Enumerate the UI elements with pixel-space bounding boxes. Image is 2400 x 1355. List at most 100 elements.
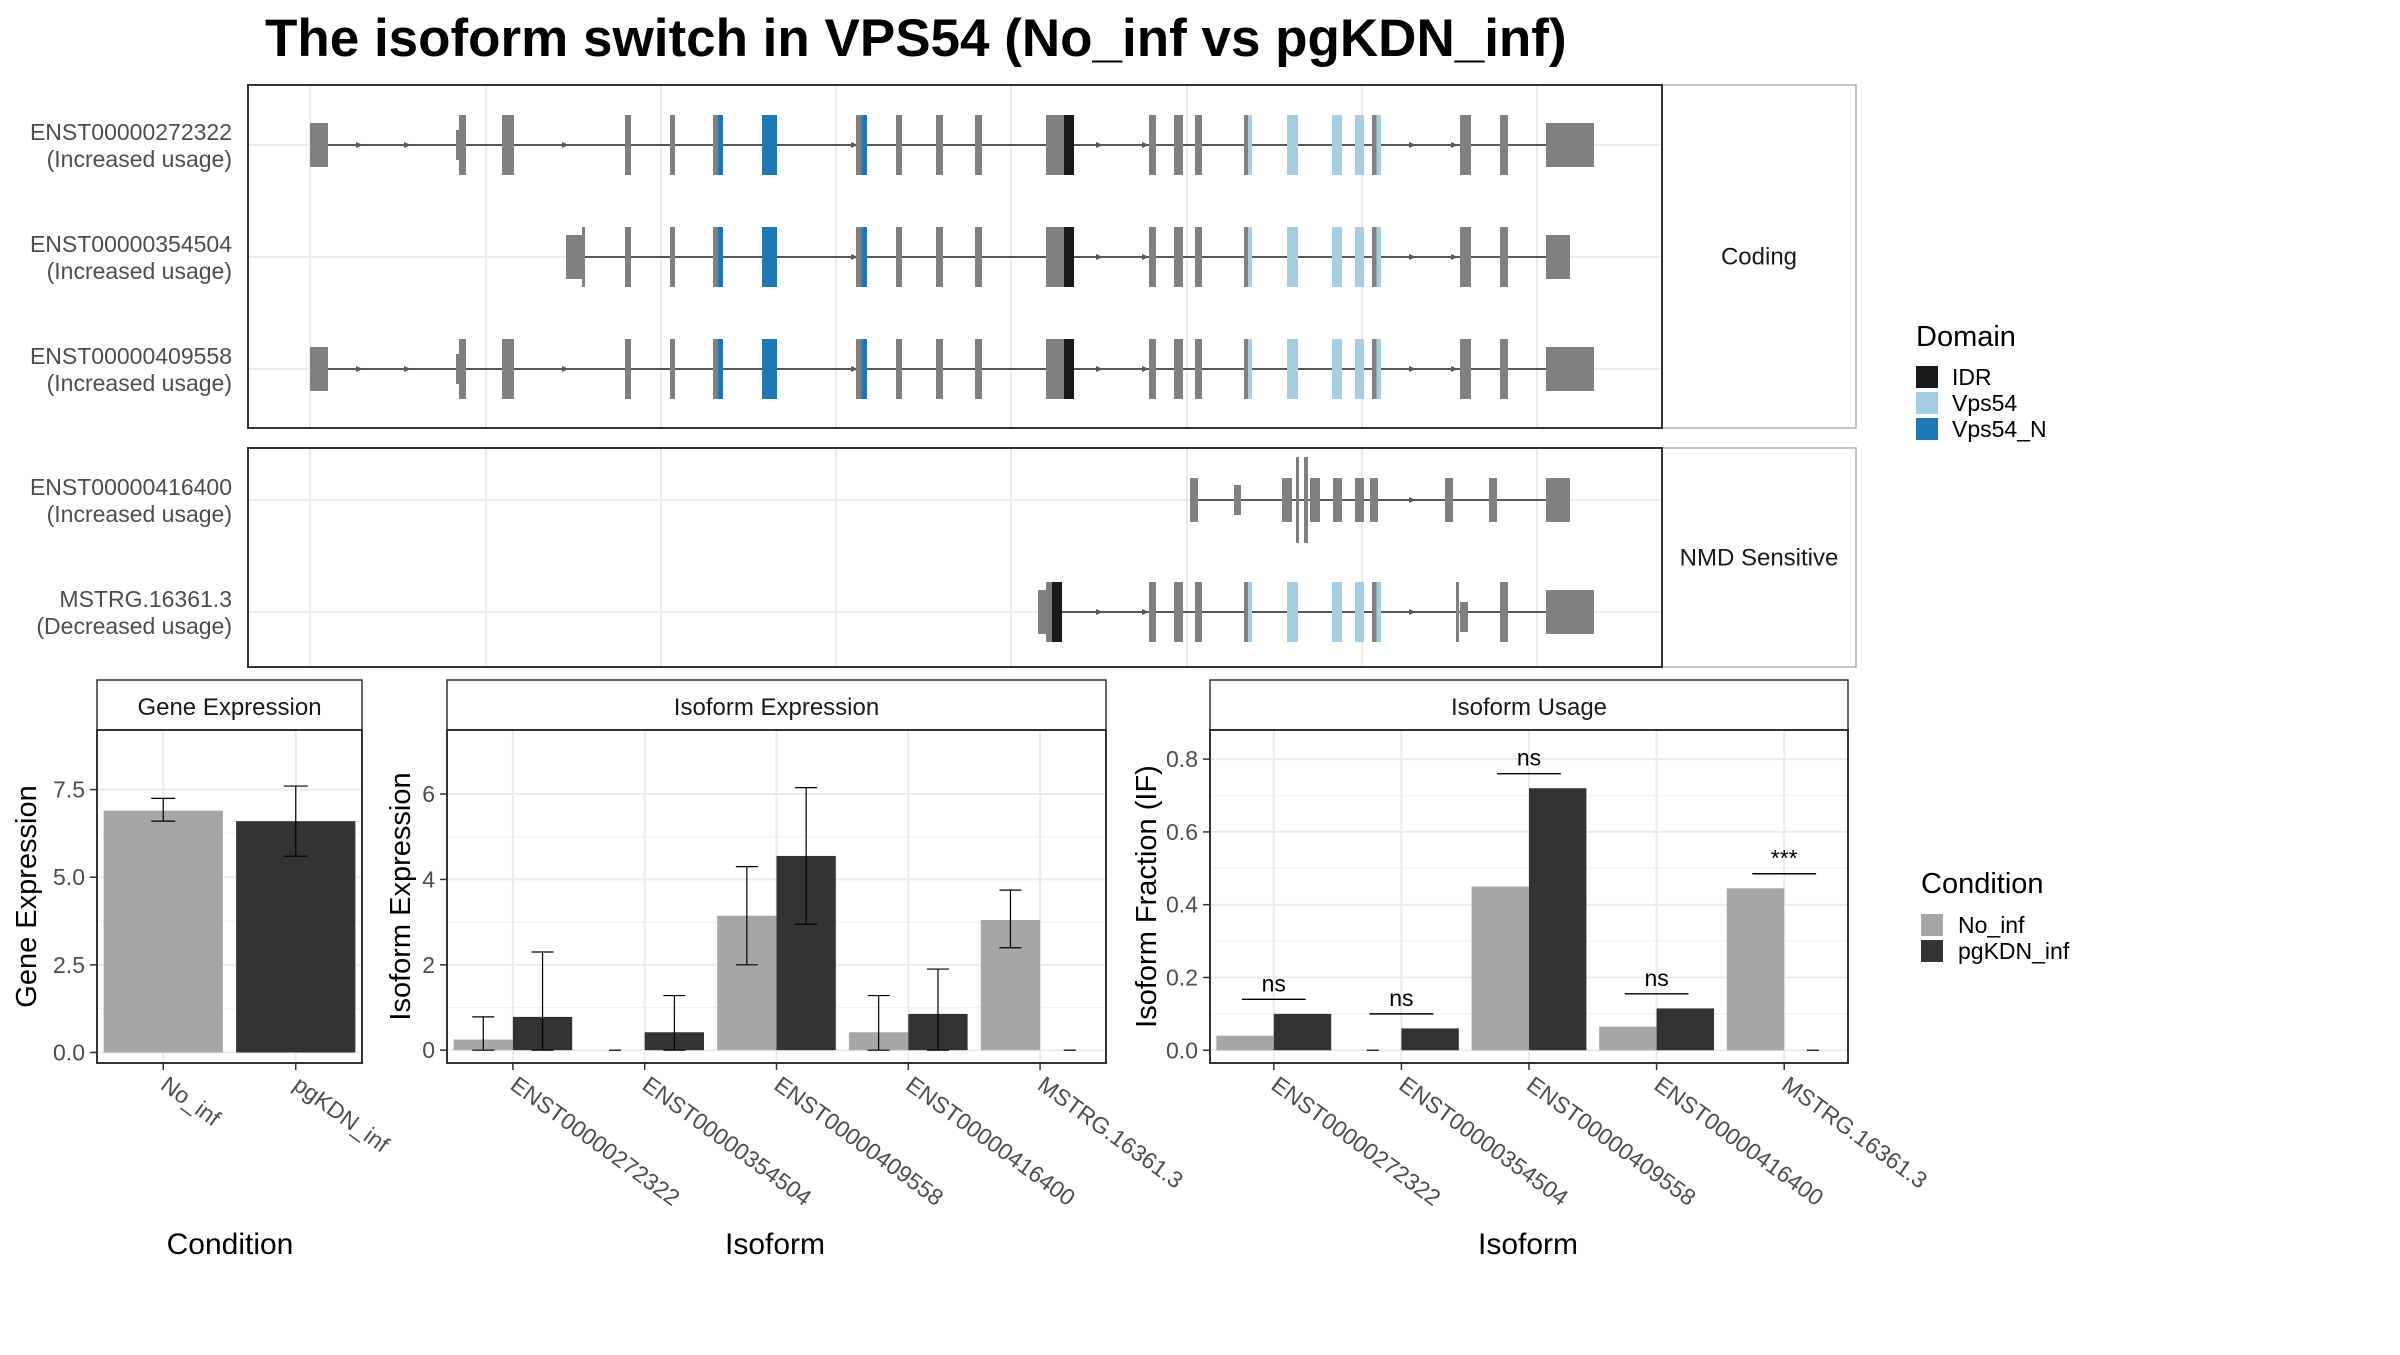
intron-arrow: [1451, 142, 1458, 148]
vps54-domain-block: [1376, 339, 1381, 399]
y-axis-title: Gene Expression: [11, 785, 43, 1007]
exon-block: [625, 339, 631, 399]
y-tick-label: 6: [422, 781, 435, 807]
exon-block: [1190, 478, 1198, 522]
isoform-id-label: ENST00000416400: [30, 474, 232, 500]
exon-block: [1174, 339, 1183, 399]
condition-legend-swatch: [1921, 940, 1943, 962]
vps54-domain-block: [1376, 115, 1381, 175]
intron-arrow: [404, 142, 411, 148]
significance-label: ns: [1389, 985, 1413, 1011]
utr-block: [1546, 478, 1570, 522]
vps54-domain-block: [1332, 115, 1342, 175]
intron-arrow: [1142, 609, 1149, 615]
figure-title: The isoform switch in VPS54 (No_inf vs p…: [265, 9, 1567, 68]
exon-block: [1195, 115, 1202, 175]
vps54-n-domain-block: [762, 227, 777, 287]
bar: [236, 821, 356, 1053]
bar: [1273, 1013, 1332, 1051]
exon-block: [896, 115, 902, 175]
intron-arrow: [851, 366, 858, 372]
domain-legend-swatch: [1916, 392, 1938, 414]
vps54-domain-block: [1355, 582, 1364, 642]
significance-label: ***: [1771, 845, 1798, 871]
intron-arrow: [1409, 609, 1416, 615]
exon-block: [1234, 485, 1241, 515]
utr-block: [456, 130, 460, 160]
exon-block: [625, 227, 631, 287]
exon-block: [896, 227, 902, 287]
x-axis-title: Isoform: [725, 1228, 825, 1261]
utr-block: [582, 227, 585, 287]
y-axis-title: Isoform Fraction (IF): [1131, 765, 1163, 1028]
intron-arrow: [1096, 366, 1103, 372]
utr-block: [566, 235, 584, 279]
vps54-n-domain-block: [762, 115, 777, 175]
x-axis-title: Condition: [167, 1228, 294, 1261]
intron-arrow: [1142, 254, 1149, 260]
utr-block: [1546, 590, 1594, 634]
y-tick-label: 0: [422, 1037, 435, 1063]
intron-arrow: [562, 142, 569, 148]
significance-label: ns: [1262, 970, 1286, 996]
exon-block: [1370, 478, 1378, 522]
idr-domain-block: [1064, 115, 1074, 175]
exon-block: [1500, 339, 1508, 399]
intron-arrow: [1142, 142, 1149, 148]
idr-domain-block: [1064, 339, 1074, 399]
intron-arrow: [356, 142, 363, 148]
panel-border: [247, 84, 1663, 429]
isoform-usage-label: (Increased usage): [47, 146, 232, 172]
isoform-id-label: ENST00000354504: [30, 231, 232, 257]
x-axis-title: Isoform: [1478, 1228, 1578, 1261]
expression-bar-plots: Gene Expression 0.0 2.5 5.0 7.5 No_inf pgKDN_i…: [11, 679, 1932, 1261]
exon-block: [896, 339, 902, 399]
condition-legend-label: No_inf: [1958, 912, 2025, 938]
vps54-domain-block: [1287, 339, 1298, 399]
intron-arrow: [1409, 142, 1416, 148]
exon-block: [1195, 339, 1202, 399]
domain-legend-label: Vps54_N: [1952, 416, 2047, 442]
vps54-domain-block: [1355, 227, 1364, 287]
facet-strip-label: Coding: [1721, 244, 1797, 271]
utr-block: [1546, 347, 1594, 391]
exon-block: [625, 115, 631, 175]
vps54-domain-block: [1376, 227, 1381, 287]
panel-strip-title: Isoform Expression: [674, 694, 879, 721]
idr-domain-block: [1064, 227, 1074, 287]
utr-block: [456, 354, 460, 384]
isoform-track: ENST00000272322(Increased usage): [30, 115, 1594, 175]
exon-block: [459, 339, 466, 399]
vps54-domain-block: [1248, 339, 1252, 399]
significance-label: ns: [1517, 745, 1541, 771]
intron-arrow: [1096, 142, 1103, 148]
bar: [1529, 788, 1587, 1051]
facet-strip: [1661, 447, 1857, 668]
exon-block: [936, 227, 943, 287]
exon-block: [670, 227, 675, 287]
domain-legend-label: Vps54: [1952, 390, 2017, 416]
exon-block: [1460, 339, 1471, 399]
isoform-usage-label: (Increased usage): [47, 370, 232, 396]
y-tick-label: 4: [422, 866, 435, 892]
domain-legend-swatch: [1916, 366, 1938, 388]
isoform-id-label: ENST00000272322: [30, 119, 232, 145]
exon-block: [1304, 457, 1308, 543]
exon-block: [1174, 115, 1183, 175]
exon-block: [936, 339, 943, 399]
exon-block: [313, 123, 328, 167]
exon-block: [1460, 227, 1471, 287]
isoform-usage-label: (Increased usage): [47, 258, 232, 284]
bar: [1726, 888, 1785, 1051]
structure-panel: NMD Sensitive ENST00000416400(Increased u…: [30, 447, 1857, 668]
exon-block: [1460, 602, 1468, 632]
exon-block: [1195, 582, 1202, 642]
isoform-usage-label: (Increased usage): [47, 501, 232, 527]
bar: [1216, 1035, 1274, 1051]
isoform-track: ENST00000409558(Increased usage): [30, 339, 1594, 399]
intron-arrow: [851, 142, 858, 148]
panel-strip-title: Isoform Usage: [1451, 694, 1607, 721]
y-tick-label: 0.4: [1166, 892, 1198, 918]
